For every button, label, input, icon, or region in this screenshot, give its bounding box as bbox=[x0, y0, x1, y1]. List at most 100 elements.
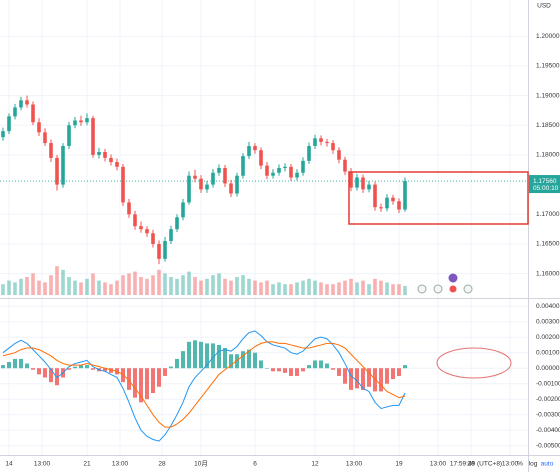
volume-bar bbox=[313, 280, 317, 295]
macd-histogram-bar bbox=[337, 368, 341, 376]
y-tick-label: 1.18000 bbox=[536, 152, 560, 159]
macd-histogram-bar bbox=[391, 368, 395, 380]
macd-histogram-bar bbox=[19, 358, 23, 369]
log-button[interactable]: log bbox=[529, 461, 538, 468]
macd-histogram-bar bbox=[109, 368, 113, 373]
macd-histogram-bar bbox=[37, 368, 41, 375]
volume-bar bbox=[355, 282, 359, 295]
candle-body bbox=[313, 138, 317, 147]
volume-bar bbox=[91, 273, 95, 295]
volume-bar bbox=[79, 282, 83, 295]
volume-bar bbox=[229, 280, 233, 295]
volume-bar bbox=[319, 282, 323, 295]
candle-body bbox=[241, 156, 245, 176]
volume-bar bbox=[217, 273, 221, 295]
macd-histogram-bar bbox=[355, 368, 359, 389]
candle-body bbox=[235, 175, 239, 194]
macd-histogram-bar bbox=[169, 366, 173, 369]
candle-body bbox=[103, 151, 107, 158]
macd-histogram-bar bbox=[331, 368, 335, 370]
volume-bar bbox=[133, 271, 137, 295]
macd-histogram-bar bbox=[313, 360, 317, 369]
macd-histogram-bar bbox=[163, 368, 167, 376]
macd-histogram-bar bbox=[343, 368, 347, 384]
macd-histogram-bar bbox=[49, 368, 53, 383]
macd-histogram-bar bbox=[223, 348, 227, 369]
macd-histogram-bar bbox=[397, 368, 401, 376]
macd-histogram-bar bbox=[181, 351, 185, 369]
candle-body bbox=[289, 166, 293, 178]
candle-body bbox=[379, 207, 383, 209]
y-tick-label: 1.19500 bbox=[536, 63, 560, 70]
volume-bar bbox=[1, 284, 5, 295]
event-icon[interactable] bbox=[417, 284, 427, 294]
y-tick-label: 1.20000 bbox=[536, 33, 560, 40]
candle-body bbox=[331, 143, 335, 151]
volume-bar bbox=[175, 278, 179, 295]
y-tick-label: 1.17000 bbox=[536, 211, 560, 218]
macd-tick-label: -0.00500 bbox=[536, 442, 560, 449]
volume-bar bbox=[25, 277, 29, 295]
candle-body bbox=[187, 175, 191, 203]
volume-bar bbox=[37, 280, 41, 295]
macd-histogram-bar bbox=[145, 368, 149, 400]
candle-body bbox=[133, 214, 137, 227]
candle-body bbox=[211, 172, 215, 185]
volume-bar bbox=[253, 280, 257, 295]
candle-body bbox=[175, 217, 179, 230]
macd-tick-label: -0.00200 bbox=[536, 396, 560, 403]
event-icon[interactable] bbox=[463, 284, 473, 294]
candle-body bbox=[43, 132, 47, 144]
volume-bar bbox=[169, 277, 173, 295]
candle-body bbox=[91, 118, 95, 155]
x-tick-label: 13:00 bbox=[430, 461, 447, 468]
volume-bar bbox=[211, 275, 215, 295]
macd-line bbox=[2, 330, 406, 442]
candle-body bbox=[301, 160, 305, 173]
volume-bar bbox=[241, 275, 245, 295]
candle-body bbox=[193, 175, 197, 179]
volume-bar bbox=[325, 284, 329, 295]
volume-bar bbox=[379, 280, 383, 295]
event-icon[interactable] bbox=[433, 284, 443, 294]
volume-bar bbox=[187, 271, 191, 295]
macd-histogram-bar bbox=[217, 344, 221, 369]
event-icon[interactable] bbox=[448, 273, 458, 283]
candle-body bbox=[73, 120, 77, 126]
x-tick-label: 13:00 bbox=[346, 461, 363, 468]
volume-bar bbox=[43, 282, 47, 295]
x-tick-label: 14 bbox=[5, 461, 13, 468]
volume-bar bbox=[109, 284, 113, 295]
candle-body bbox=[121, 166, 125, 203]
auto-button[interactable]: auto bbox=[541, 461, 554, 468]
macd-tick-label: 0.00300 bbox=[536, 318, 560, 325]
candle-body bbox=[373, 184, 377, 208]
volume-bar bbox=[361, 280, 365, 295]
percent-button[interactable]: % bbox=[517, 461, 523, 468]
candle-body bbox=[19, 100, 23, 108]
macd-histogram-bar bbox=[271, 368, 275, 372]
x-tick-label: 12 bbox=[311, 461, 319, 468]
candle-body bbox=[277, 167, 281, 173]
macd-histogram-bar bbox=[193, 340, 197, 369]
candle-body bbox=[25, 100, 29, 105]
macd-histogram-bar bbox=[73, 366, 77, 369]
volume-bar bbox=[31, 273, 35, 295]
plot bbox=[0, 95, 528, 442]
volume-bar bbox=[295, 282, 299, 295]
macd-histogram-bar bbox=[235, 354, 239, 369]
candle-body bbox=[385, 197, 389, 209]
volume-bar bbox=[265, 280, 269, 295]
macd-histogram-bar bbox=[385, 368, 389, 384]
candle-body bbox=[343, 159, 347, 172]
macd-histogram-bar bbox=[25, 363, 29, 369]
volume-bar bbox=[259, 282, 263, 295]
candle-body bbox=[295, 172, 299, 178]
candle-body bbox=[163, 241, 167, 259]
macd-histogram-bar bbox=[67, 368, 71, 370]
volume-bar bbox=[301, 280, 305, 295]
event-icon[interactable] bbox=[448, 284, 458, 294]
candle-body bbox=[7, 116, 11, 132]
macd-histogram-bar bbox=[241, 351, 245, 369]
